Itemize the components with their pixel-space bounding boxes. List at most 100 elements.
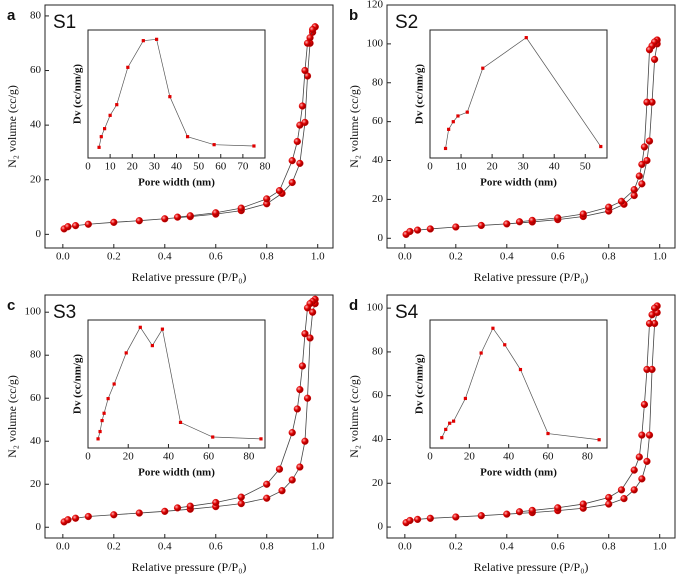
data-point <box>298 362 307 370</box>
data-point <box>301 437 309 445</box>
data-point <box>135 509 143 517</box>
data-point <box>211 435 215 439</box>
x-tick-label: 0.8 <box>602 251 616 263</box>
data-point <box>452 419 456 423</box>
x-tick-label: 70 <box>237 161 249 173</box>
x-tick-label: 40 <box>163 451 175 463</box>
y-tick-label: 0 <box>36 228 42 240</box>
x-axis-label: Relative pressure (P/P₀) <box>132 270 247 284</box>
data-point <box>452 223 460 231</box>
data-point <box>135 217 143 225</box>
x-tick-label: 40 <box>171 161 183 173</box>
y-tick-label: 0 <box>378 521 384 533</box>
panel-letter: b <box>349 7 358 24</box>
data-point <box>293 405 301 413</box>
data-point <box>301 330 309 338</box>
y-tick-label: 20 <box>372 477 384 489</box>
panel-letter: a <box>7 7 16 24</box>
panel-letter: d <box>349 297 358 314</box>
sample-name: S4 <box>395 302 419 323</box>
data-point <box>154 37 159 41</box>
data-point <box>477 221 485 230</box>
y-tick-label: 120 <box>367 0 384 11</box>
x-tick-label: 50 <box>580 161 592 173</box>
y-tick-label: 20 <box>30 478 42 490</box>
data-point <box>102 411 106 415</box>
x-tick-label: 1.0 <box>653 251 667 263</box>
x-tick-label: 0.0 <box>398 541 412 553</box>
data-point <box>491 326 495 330</box>
data-point <box>518 367 523 372</box>
data-point <box>579 210 587 218</box>
data-point <box>115 103 119 107</box>
data-point <box>288 429 296 437</box>
data-point <box>479 351 483 355</box>
data-point <box>173 504 182 512</box>
data-point <box>463 396 467 401</box>
data-point <box>643 156 651 165</box>
data-point <box>309 25 317 34</box>
data-point <box>212 143 216 147</box>
sample-name: S3 <box>53 302 76 323</box>
data-point <box>643 365 651 374</box>
x-tick-label: 1.0 <box>311 251 325 263</box>
y-axis-label: Dv (cc/nm/g) <box>414 64 426 125</box>
data-point <box>638 431 646 439</box>
data-point <box>303 394 312 402</box>
data-point <box>112 382 116 386</box>
y-tick-label: 20 <box>30 173 42 185</box>
data-point <box>440 436 444 440</box>
data-point <box>638 180 646 188</box>
x-axis-label: Relative pressure (P/P₀) <box>474 560 589 574</box>
data-point <box>212 209 220 217</box>
data-point <box>98 429 102 434</box>
x-axis-label: Relative pressure (P/P₀) <box>132 560 247 574</box>
data-point <box>640 400 649 409</box>
data-point <box>630 466 638 474</box>
data-point <box>635 453 643 461</box>
data-point <box>288 157 296 165</box>
x-tick-label: 0 <box>427 161 433 173</box>
data-point <box>597 438 601 442</box>
x-tick-label: 0.6 <box>551 251 565 263</box>
x-tick-label: 80 <box>582 451 594 463</box>
data-point <box>288 178 296 187</box>
data-point <box>448 421 452 425</box>
data-point <box>106 397 110 401</box>
data-point <box>630 486 638 494</box>
x-tick-label: 0.0 <box>56 541 70 553</box>
y-tick-label: 80 <box>30 9 42 21</box>
y-tick-label: 60 <box>30 392 42 404</box>
y-tick-label: 20 <box>372 193 384 205</box>
data-point <box>173 213 182 221</box>
y-tick-label: 80 <box>30 349 42 361</box>
data-point <box>71 514 80 522</box>
data-point <box>515 508 524 516</box>
x-tick-label: 0.2 <box>449 251 463 263</box>
data-point <box>185 135 190 139</box>
data-point <box>100 418 104 423</box>
data-point <box>278 487 286 495</box>
data-point <box>645 319 654 328</box>
data-point <box>645 137 654 145</box>
data-point <box>64 516 72 524</box>
y-axis-label: N₂ volume (cc/g) <box>347 375 361 458</box>
data-point <box>617 486 626 494</box>
data-point <box>141 39 145 43</box>
data-point <box>303 304 312 312</box>
data-point <box>645 46 654 54</box>
sample-name: S2 <box>395 12 418 33</box>
y-tick-label: 100 <box>367 37 384 49</box>
y-tick-label: 0 <box>36 521 42 533</box>
data-point <box>524 36 528 40</box>
data-point <box>635 172 643 180</box>
data-point <box>426 514 434 522</box>
data-point <box>503 510 511 518</box>
x-tick-label: 0.4 <box>158 251 172 263</box>
x-axis-label: Pore width (nm) <box>480 177 557 189</box>
x-tick-label: 80 <box>243 451 255 463</box>
x-tick-label: 0.4 <box>500 541 514 553</box>
data-point <box>605 493 613 502</box>
x-tick-label: 40 <box>549 161 561 173</box>
data-point <box>640 143 649 151</box>
